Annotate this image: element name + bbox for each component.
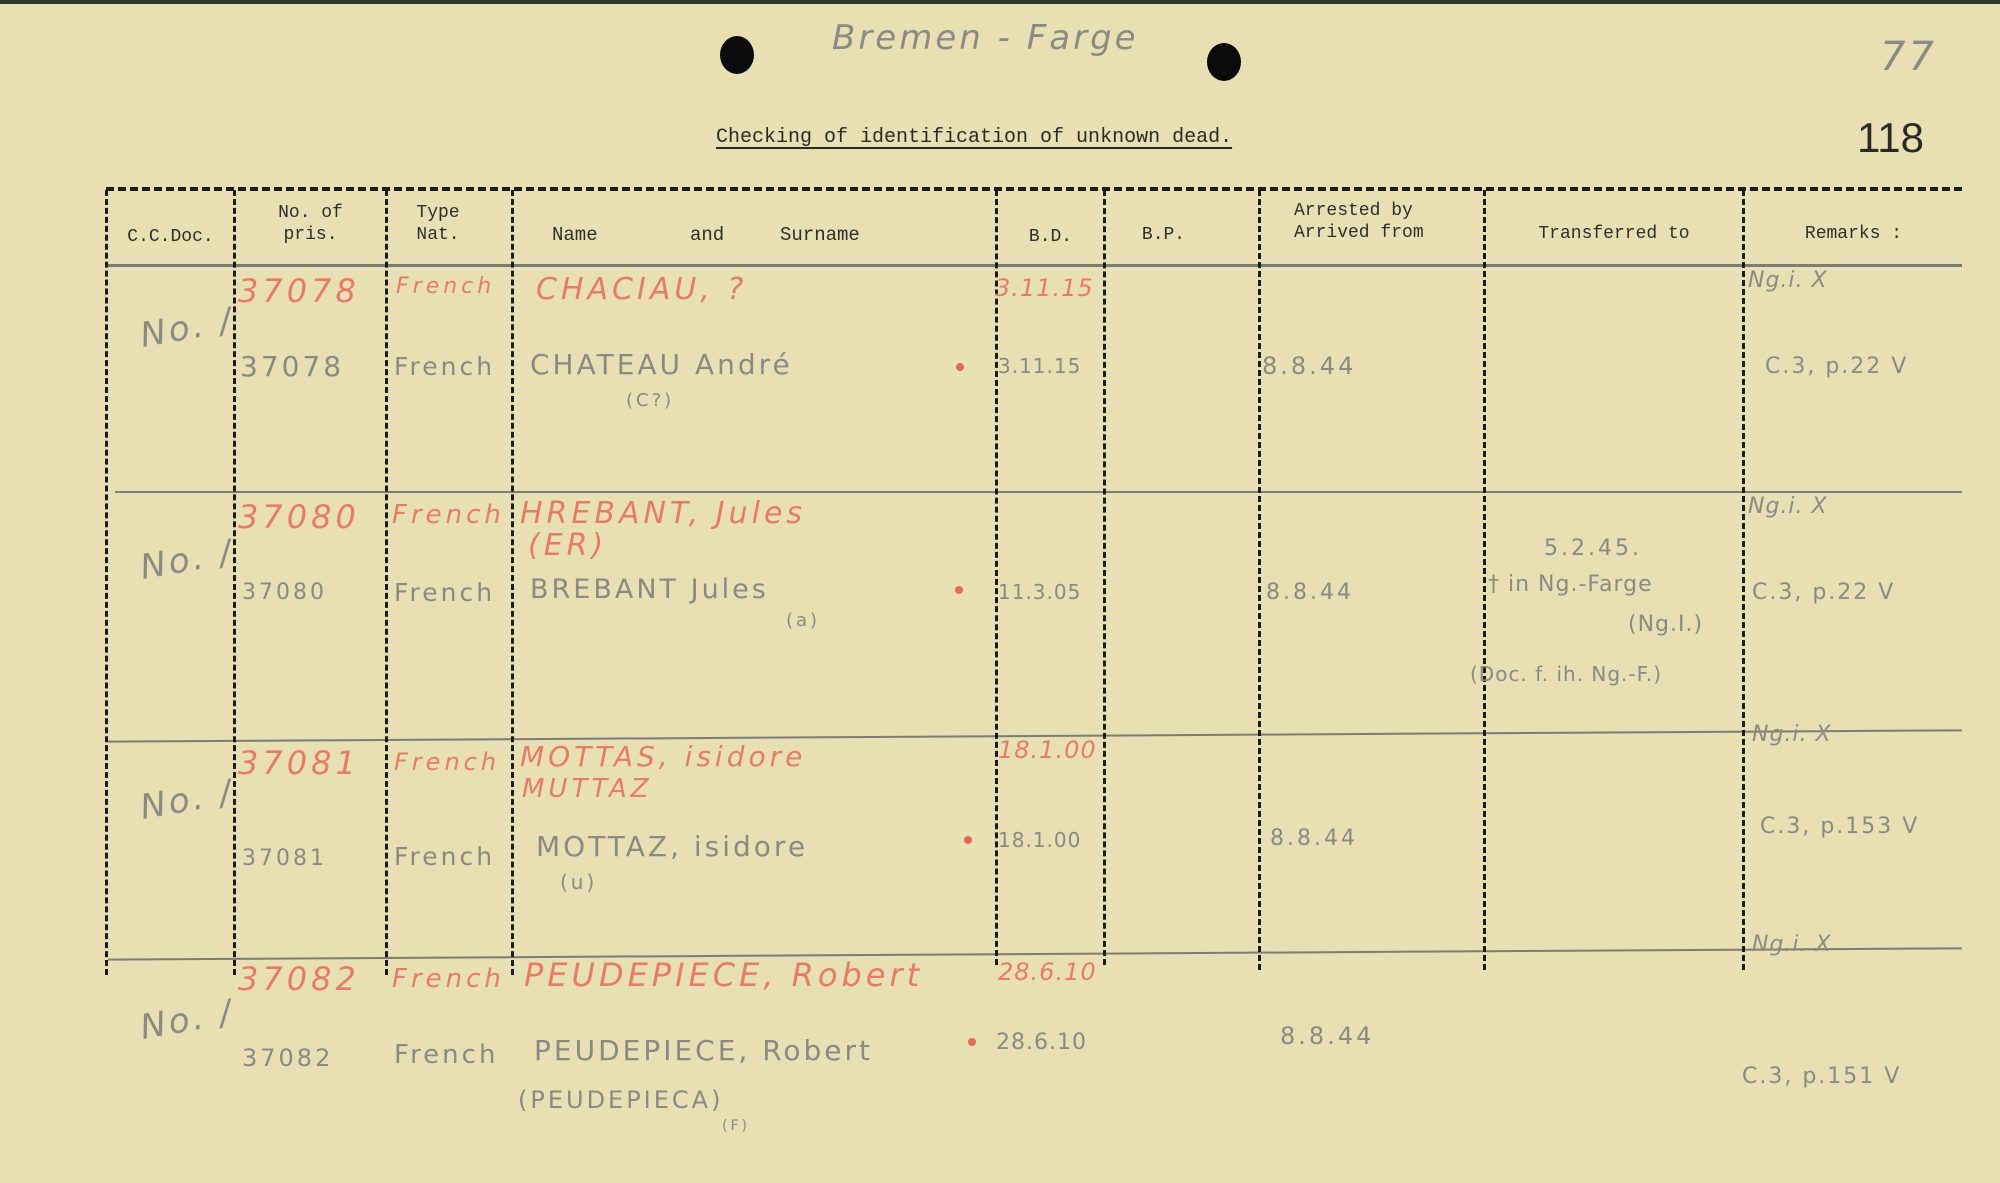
- column-header-arrested-arrived: Arrested by Arrived from: [1262, 200, 1483, 244]
- cc-doc-mark: No. /: [137, 772, 238, 828]
- column-header-transferred-to: Transferred to: [1538, 224, 1690, 244]
- name-note: (PEUDEPIECA): [518, 1086, 724, 1114]
- cc-doc-mark: No. /: [137, 992, 238, 1048]
- red-name: CHACIAU, ?: [536, 272, 748, 307]
- page-title: Checking of identification of unknown de…: [716, 126, 1233, 149]
- red-name-variant: MUTTAZ: [522, 774, 653, 804]
- header-line: pris.: [283, 225, 338, 245]
- column-header-name: Name: [552, 224, 598, 246]
- red-prisoner-number: 37082: [238, 960, 360, 998]
- table-top-border: [106, 187, 1962, 191]
- column-line: [1483, 190, 1486, 970]
- red-birth-date: 3.11.15: [995, 274, 1094, 302]
- column-header-cc-doc: C.C.Doc.: [127, 227, 214, 247]
- arrived-date: 8.8.44: [1280, 1022, 1375, 1050]
- column-header-surname: Surname: [780, 224, 860, 246]
- remarks: C.3, p.151 V: [1742, 1064, 1902, 1089]
- stamped-page-number: 118: [1857, 114, 1924, 161]
- red-nationality: French: [396, 274, 496, 299]
- column-line: [1742, 190, 1745, 970]
- column-line: [105, 190, 108, 975]
- arrived-date: 8.8.44: [1270, 826, 1358, 851]
- header-line: No. of: [278, 203, 343, 223]
- column-header-no-of-pris: No. of pris.: [236, 202, 385, 246]
- cc-doc-mark: No. /: [137, 300, 238, 356]
- column-header-type-nat: Type Nat.: [388, 202, 488, 246]
- red-dot-marker: [968, 1038, 976, 1046]
- transferred-place: † in Ng.-Farge: [1488, 572, 1653, 597]
- nationality: French: [394, 1040, 499, 1070]
- remarks: C.3, p.22 V: [1765, 354, 1909, 379]
- name-surname: BREBANT Jules: [530, 574, 769, 605]
- column-header-remarks: Remarks :: [1804, 224, 1903, 244]
- scan-edge: [0, 0, 2000, 4]
- header-divider: [108, 264, 1962, 267]
- column-header-bd: B.D.: [1028, 227, 1073, 247]
- prisoner-number: 37082: [242, 1044, 334, 1072]
- birth-date: 28.6.10: [996, 1030, 1087, 1055]
- prisoner-number: 37081: [242, 846, 327, 871]
- column-line: [233, 190, 236, 975]
- red-nationality: French: [392, 964, 505, 994]
- red-dot-marker: [964, 836, 972, 844]
- name-note: (a): [786, 610, 821, 631]
- transferred-date: 5.2.45.: [1544, 536, 1642, 561]
- column-header-and: and: [690, 224, 725, 246]
- column-line: [995, 190, 998, 965]
- red-birth-date: 18.1.00: [998, 736, 1097, 764]
- nationality: French: [394, 352, 496, 381]
- remarks-top: Ng.i. X: [1748, 494, 1828, 519]
- column-line: [1258, 190, 1261, 970]
- handwritten-page-number: 77: [1880, 34, 1937, 80]
- header-line: Arrested by: [1294, 201, 1413, 221]
- red-nationality: French: [392, 500, 505, 530]
- arrived-date: 8.8.44: [1262, 352, 1357, 380]
- remarks-top: Ng.i. X: [1752, 722, 1832, 747]
- name-surname: CHATEAU André: [530, 348, 793, 381]
- red-dot-marker: [956, 363, 964, 371]
- name-note: (C?): [626, 390, 675, 411]
- nationality: French: [394, 578, 496, 607]
- cc-doc-mark: No. /: [137, 532, 238, 588]
- name-surname: MOTTAZ, isidore: [536, 830, 809, 863]
- name-surname: PEUDEPIECE, Robert: [534, 1034, 874, 1067]
- red-prisoner-number: 37080: [238, 498, 360, 536]
- punch-hole: [1207, 43, 1241, 81]
- remarks-top: Ng.i. X: [1748, 268, 1828, 293]
- header-line: Type: [416, 203, 460, 223]
- red-name: MOTTAS, isidore: [520, 740, 807, 773]
- transferred-camp: (Ng.I.): [1628, 612, 1704, 637]
- prisoner-number: 37080: [242, 580, 327, 605]
- birth-date: 18.1.00: [998, 828, 1082, 852]
- column-line: [1103, 190, 1106, 965]
- birth-date: 3.11.15: [998, 354, 1082, 378]
- header-line: Arrived from: [1294, 223, 1424, 243]
- remarks-top: Ng.i. X: [1752, 932, 1832, 957]
- column-header-bp: B.P.: [1141, 225, 1186, 245]
- red-dot-marker: [955, 586, 963, 594]
- remarks: C.3, p.22 V: [1752, 580, 1896, 605]
- prisoner-number: 37078: [240, 350, 345, 383]
- header-line: Nat.: [416, 225, 460, 245]
- red-name: PEUDEPIECE, Robert: [524, 956, 924, 994]
- red-name: HREBANT, Jules: [520, 496, 807, 531]
- red-birth-date: 28.6.10: [998, 958, 1097, 986]
- remarks: C.3, p.153 V: [1760, 814, 1920, 839]
- column-line: [385, 190, 388, 975]
- red-nationality: French: [394, 748, 501, 776]
- row-divider: [115, 491, 1962, 493]
- transferred-doc-note: (Doc. f. ih. Ng.-F.): [1470, 662, 1663, 686]
- nationality: French: [394, 842, 496, 871]
- red-prisoner-number: 37078: [238, 272, 360, 310]
- location-note: Bremen - Farge: [832, 18, 1139, 58]
- punch-hole: [720, 36, 754, 74]
- arrived-date: 8.8.44: [1266, 580, 1354, 605]
- name-note-secondary: (F): [722, 1118, 750, 1134]
- red-prisoner-number: 37081: [238, 744, 360, 782]
- red-name-variant: (ER): [528, 528, 608, 563]
- birth-date: 11.3.05: [998, 580, 1082, 604]
- name-note: (u): [560, 870, 598, 894]
- column-line: [511, 190, 514, 975]
